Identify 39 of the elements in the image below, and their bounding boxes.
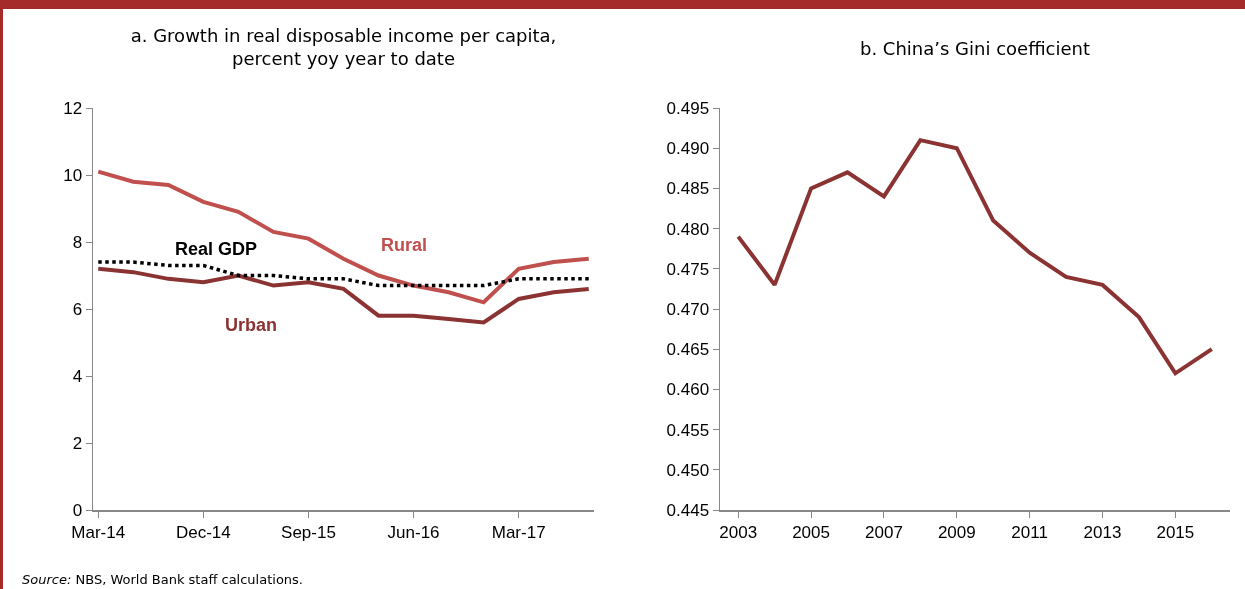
y-tick-label: 0.490 bbox=[666, 139, 710, 159]
y-tick-label: 0.465 bbox=[666, 340, 710, 360]
chart-title: a. Growth in real disposable income per capita, percent yoy year to date bbox=[130, 25, 557, 70]
y-tick-label: 2 bbox=[72, 433, 83, 453]
y-tick-label: 0.485 bbox=[666, 179, 710, 199]
y-tick-label: 0.475 bbox=[666, 259, 710, 279]
y-tick-label: 0.470 bbox=[666, 299, 710, 319]
y-tick-label: 10 bbox=[63, 165, 83, 185]
y-tick-label: 12 bbox=[63, 98, 83, 118]
x-tick-label: 2009 bbox=[937, 522, 976, 542]
x-tick-label: Sep-15 bbox=[281, 522, 336, 542]
x-tick-label: Jun-16 bbox=[387, 522, 440, 542]
line-series bbox=[96, 260, 591, 288]
x-tick-label: Mar-14 bbox=[71, 522, 126, 542]
source-note: Source: NBS, World Bank staff calculations. bbox=[22, 572, 303, 587]
x-tick-label: 2013 bbox=[1083, 522, 1122, 542]
chart-title: b. China’s Gini coefficient bbox=[859, 37, 1091, 59]
y-tick-label: 8 bbox=[72, 232, 83, 252]
y-tick-label: 4 bbox=[72, 366, 83, 386]
x-tick-label: 2007 bbox=[865, 522, 903, 542]
x-tick-label: 2005 bbox=[792, 522, 830, 542]
y-tick-label: 6 bbox=[72, 299, 83, 319]
x-tick-label: 2003 bbox=[719, 522, 758, 542]
series-label: Urban bbox=[225, 315, 278, 335]
x-tick-label: Dec-14 bbox=[175, 522, 231, 542]
y-tick-label: 0 bbox=[72, 500, 83, 520]
y-tick-label: 0.495 bbox=[666, 98, 710, 118]
x-tick-label: Mar-17 bbox=[491, 522, 546, 542]
y-tick-label: 0.450 bbox=[666, 460, 710, 480]
series-label: Real GDP bbox=[175, 239, 258, 259]
y-tick-label: 0.445 bbox=[666, 500, 710, 520]
line-series bbox=[96, 169, 591, 305]
x-tick-label: 2015 bbox=[1156, 522, 1195, 542]
y-tick-label: 0.460 bbox=[666, 380, 710, 400]
y-tick-label: 0.480 bbox=[666, 219, 710, 239]
y-tick-label: 0.455 bbox=[666, 420, 710, 440]
series-label: Rural bbox=[381, 235, 428, 255]
x-tick-label: 2011 bbox=[1011, 522, 1048, 542]
line-series bbox=[736, 138, 1214, 376]
